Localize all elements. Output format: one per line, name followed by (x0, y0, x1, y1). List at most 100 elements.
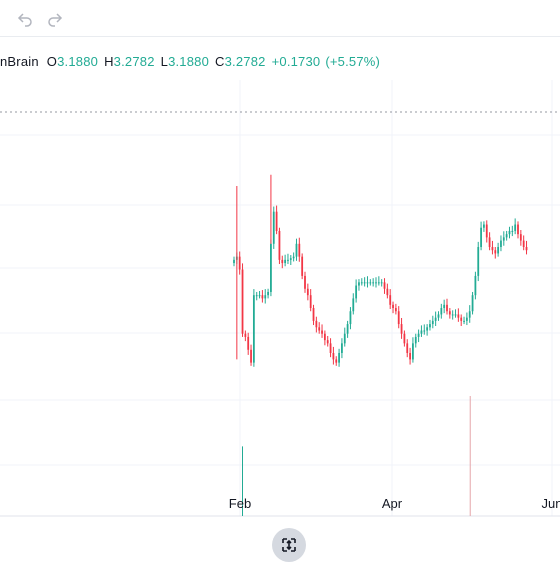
candle-body (431, 320, 434, 325)
redo-icon (48, 13, 63, 27)
candle-body (258, 295, 261, 297)
candle-body (261, 295, 264, 299)
candle-body (358, 282, 360, 286)
candle-body (346, 324, 349, 334)
candle-body (508, 230, 511, 235)
open-value: O3.1880 (46, 53, 99, 69)
candle-body (326, 340, 329, 344)
candle-body (323, 333, 326, 341)
close-value: C3.2782 (215, 53, 266, 69)
toolbar (0, 0, 560, 36)
candle-body (392, 304, 394, 309)
candle-body (335, 359, 338, 363)
candle-body (514, 224, 517, 231)
toolbar-divider (0, 36, 560, 37)
candle-body (372, 282, 375, 284)
redo-button[interactable] (44, 8, 66, 30)
candle-body (446, 304, 448, 312)
candle-body (332, 352, 335, 360)
change-value: +0.1730 (271, 53, 321, 69)
candle-body (522, 240, 525, 248)
candle-body (298, 243, 301, 257)
candle-body (355, 285, 358, 299)
candle-body (409, 352, 411, 360)
candle-body (448, 311, 451, 315)
candle-body (400, 324, 403, 334)
candle-body (403, 333, 406, 344)
candle-body (352, 298, 355, 312)
candle-body (287, 259, 289, 261)
candle-body (414, 336, 417, 344)
candle-body (429, 324, 431, 328)
candle-body (488, 237, 491, 248)
candle-body (460, 317, 463, 321)
candle-body (250, 349, 252, 363)
candle-body (278, 230, 281, 260)
candle-body (369, 282, 372, 284)
candle-body (275, 211, 278, 231)
candle-body (375, 282, 377, 284)
candle-body (272, 211, 275, 244)
change-percent: (+5.57%) (325, 53, 381, 69)
candle-body (451, 314, 454, 316)
candle-body (426, 327, 429, 331)
symbol-name[interactable]: nBrain (0, 53, 39, 69)
candle-body (443, 304, 446, 309)
candle-body (241, 269, 244, 334)
candle-body (389, 295, 392, 305)
candle-body (377, 282, 380, 284)
candle-body (255, 295, 258, 297)
candle-body (474, 275, 477, 296)
candle-body (437, 314, 440, 318)
undo-icon (17, 13, 32, 27)
candle-body (270, 243, 272, 292)
candle-body (417, 333, 420, 337)
candle-body (321, 330, 323, 334)
price-legend: nBrain O3.1880 H3.2782 L3.1880 C3.2782 +… (0, 50, 385, 72)
candle-body (244, 333, 247, 337)
candle-body (502, 237, 505, 241)
candle-body (517, 224, 519, 235)
candle-body (301, 256, 304, 276)
candle-body (477, 247, 480, 276)
candle-body (420, 330, 423, 334)
candle-body (312, 308, 315, 321)
candle-body (423, 330, 426, 332)
candle-body (343, 333, 346, 344)
x-axis-label-feb: Feb (228, 496, 252, 511)
candle-body (519, 234, 522, 241)
candle-body (480, 227, 482, 248)
candle-body (281, 259, 284, 264)
candle-body (247, 336, 250, 350)
candle-body (434, 317, 437, 321)
low-value: L3.1880 (160, 53, 210, 69)
candle-body (360, 282, 363, 284)
candle-body (284, 259, 287, 264)
high-value: H3.2782 (104, 53, 155, 69)
candle-body (233, 259, 235, 264)
candle-body (264, 295, 267, 299)
candle-body (380, 282, 383, 284)
candle-body (471, 295, 474, 312)
candle-body (383, 282, 386, 289)
undo-button[interactable] (14, 8, 36, 30)
candle-body (394, 308, 397, 312)
candle-body (338, 352, 340, 363)
candle-body (363, 282, 366, 284)
candle-body (306, 288, 309, 296)
candle-body (397, 311, 400, 325)
candle-body (289, 258, 292, 260)
candle-body (252, 295, 255, 363)
candle-body (406, 343, 409, 353)
candle-body (238, 256, 241, 270)
reset-scale-button[interactable] (272, 528, 306, 562)
candle-body (525, 247, 528, 251)
x-axis-label-apr: Apr (381, 496, 403, 511)
candle-body (412, 343, 414, 360)
candle-body (304, 275, 306, 289)
price-chart[interactable] (0, 80, 560, 520)
candle-body (315, 320, 318, 328)
candle-body (485, 224, 488, 238)
candle-body (341, 343, 343, 353)
candle-body (494, 250, 497, 254)
